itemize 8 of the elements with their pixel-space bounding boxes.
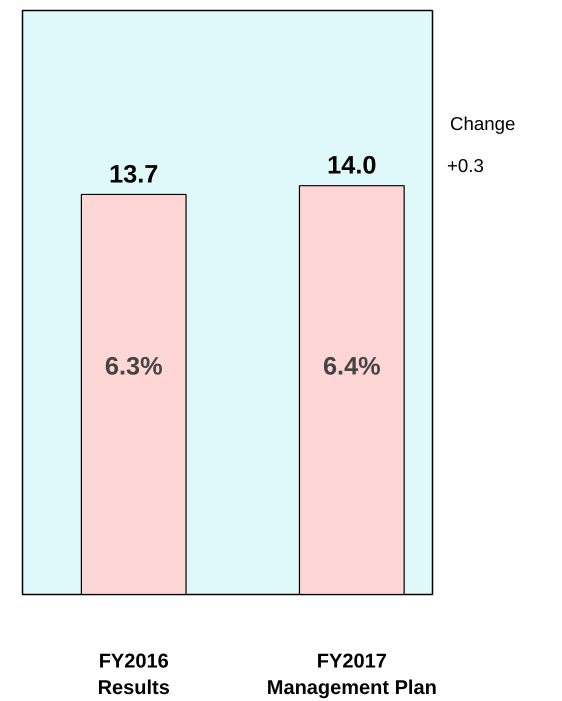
text: Change [450, 112, 516, 136]
data-label: 13.7 [109, 160, 158, 188]
annotation: 6.3% [104, 352, 163, 381]
text: +0.3 [447, 154, 485, 178]
x-tick-label: FY2017 Management Plan [266, 650, 437, 699]
annotation: 6.4% [322, 352, 381, 381]
data-label: 14.0 [327, 152, 376, 180]
x-tick-label: FY2016 Results [98, 650, 170, 699]
